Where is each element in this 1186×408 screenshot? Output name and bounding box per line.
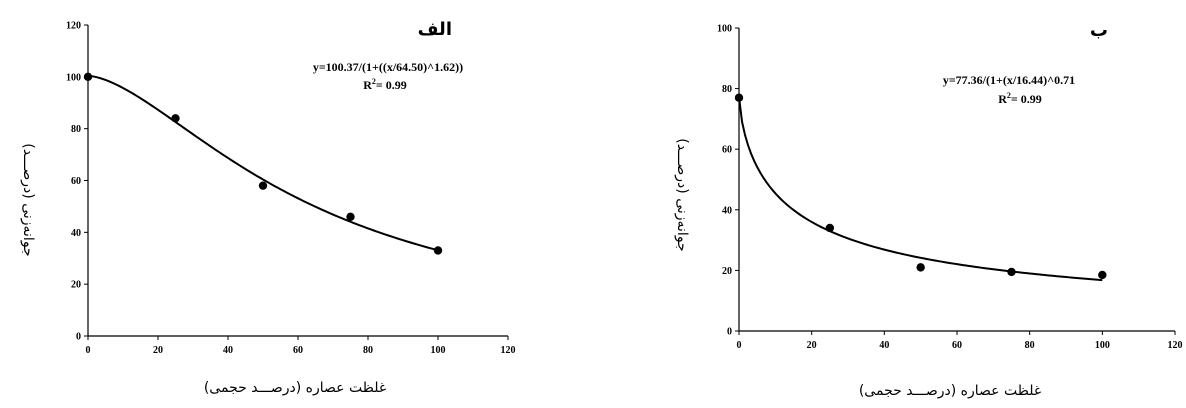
y-tick-label: 0	[76, 332, 81, 343]
data-point	[1007, 267, 1016, 277]
x-tick-label: 100	[431, 345, 446, 356]
y-axis-label: جوانه‌زنی (درصـــد)	[20, 143, 36, 256]
y-tick-label: 40	[71, 228, 81, 239]
x-axis-label: غلظت عصاره (درصـــد حجمی)	[204, 380, 386, 396]
data-point	[258, 181, 268, 190]
x-tick-label: 40	[223, 345, 233, 356]
y-tick-label: 60	[722, 145, 732, 156]
x-tick-label: 120	[501, 345, 516, 356]
fit-curve	[87, 74, 439, 252]
data-point	[346, 212, 355, 221]
y-tick-label: 40	[722, 205, 732, 216]
y-tick-label: 100	[66, 72, 81, 83]
r-squared: R2= 0.99	[998, 91, 1042, 106]
panel-label: ب	[1090, 20, 1108, 41]
x-tick-label: 80	[363, 345, 373, 356]
y-tick-label: 20	[722, 266, 732, 277]
fit-equation: y=100.37/(1+((x/64.50)^1.62))	[313, 60, 463, 74]
y-axis-label: جوانه‌زنی (درصـــد)	[674, 138, 690, 251]
x-tick-label: 60	[952, 340, 962, 351]
data-point	[825, 223, 835, 233]
panel-label: الف	[418, 19, 452, 40]
r-squared-superscript: 2	[1007, 91, 1011, 100]
data-point	[916, 263, 925, 272]
x-tick-label: 0	[737, 340, 742, 351]
y-tick-label: 20	[71, 280, 81, 291]
data-point	[433, 246, 443, 255]
r-squared: R2= 0.99	[363, 77, 407, 92]
r-squared-superscript: 2	[372, 77, 376, 86]
r-squared-label: R	[998, 92, 1007, 106]
x-tick-label: 40	[879, 340, 889, 351]
y-tick-label: 80	[722, 84, 732, 95]
chart-panel-alef: الف y=100.37/(1+((x/64.50)^1.62)) R2= 0.…	[20, 19, 516, 396]
y-tick-label: 120	[66, 21, 81, 32]
x-tick-label: 80	[1025, 340, 1035, 351]
chart-panel-be: ب y=77.36/(1+(x/16.44)^0.71 R2= 0.99 غلظ…	[674, 20, 1183, 399]
r-squared-value: = 0.99	[1011, 92, 1042, 106]
x-tick-label: 100	[1095, 340, 1110, 351]
data-point	[171, 114, 180, 123]
r-squared-label: R	[363, 78, 372, 92]
x-tick-label: 60	[293, 345, 303, 356]
data-point	[83, 72, 93, 82]
data-point	[1098, 270, 1107, 280]
fit-curve	[738, 96, 1103, 282]
r-squared-value: = 0.99	[376, 78, 407, 92]
x-tick-label: 0	[86, 345, 91, 356]
y-tick-label: 80	[71, 124, 81, 135]
data-point	[734, 93, 744, 102]
x-tick-label: 20	[807, 340, 817, 351]
y-tick-label: 0	[727, 327, 732, 338]
x-tick-label: 120	[1168, 340, 1183, 351]
y-tick-label: 100	[717, 24, 732, 35]
fit-equation: y=77.36/(1+(x/16.44)^0.71	[943, 73, 1075, 87]
x-tick-label: 20	[153, 345, 163, 356]
x-axis-label: غلظت عصاره (درصـــد حجمی)	[859, 383, 1041, 399]
y-tick-label: 60	[71, 176, 81, 187]
